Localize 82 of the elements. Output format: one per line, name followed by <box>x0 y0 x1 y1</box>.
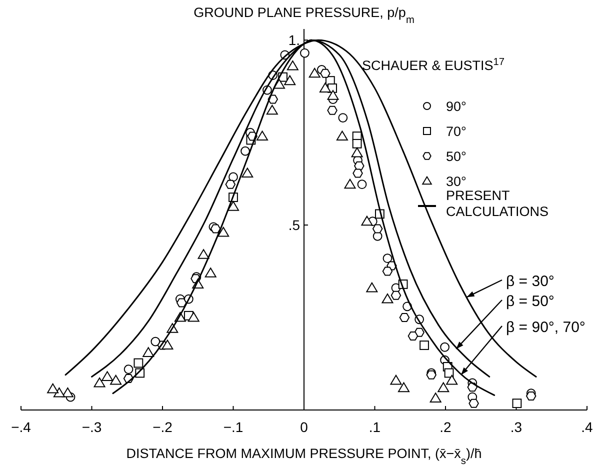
point <box>366 282 378 292</box>
point <box>210 224 221 234</box>
point <box>372 224 383 234</box>
point <box>382 293 394 304</box>
y-tick-label: .5 <box>288 217 300 234</box>
point <box>408 332 418 341</box>
point <box>286 60 298 70</box>
annotation: β = 90°, 70° <box>506 319 586 336</box>
point <box>336 130 348 141</box>
point <box>446 374 458 385</box>
point <box>361 216 373 226</box>
point <box>320 68 330 78</box>
x-tick-label: −.1 <box>223 419 244 435</box>
point <box>300 48 310 58</box>
point <box>526 391 536 400</box>
point <box>308 68 320 78</box>
point <box>225 180 236 189</box>
point <box>142 347 154 357</box>
point <box>440 342 450 352</box>
legend-label: 30° <box>446 174 466 189</box>
point <box>399 313 410 322</box>
point <box>344 178 356 189</box>
point <box>53 387 65 398</box>
legend-label: 90° <box>446 99 466 114</box>
point <box>198 249 210 259</box>
point <box>176 298 187 308</box>
point <box>398 382 410 392</box>
x-tick-label: −.2 <box>152 419 173 435</box>
point <box>124 364 134 374</box>
legend-title: SCHAUER & EUSTIS$^{17}$ <box>362 56 505 73</box>
point <box>228 201 239 211</box>
point <box>351 147 363 158</box>
x-tick-label: .2 <box>440 419 452 435</box>
point <box>188 312 200 322</box>
x-tick-label: 0 <box>300 419 308 435</box>
point <box>382 266 393 276</box>
point <box>273 78 285 89</box>
x-tick-label: −.4 <box>11 419 32 435</box>
point <box>390 290 402 300</box>
point <box>357 180 367 190</box>
y-axis-title: GROUND PLANE PRESSURE, p/p$_{m}$ <box>194 5 414 26</box>
point <box>256 130 268 141</box>
point <box>319 82 331 92</box>
annotation: β = 50° <box>506 293 554 310</box>
point <box>420 340 429 350</box>
legend-label: PRESENT CALCULATIONS <box>446 188 549 219</box>
point <box>266 104 278 115</box>
point <box>204 268 216 278</box>
point <box>47 383 59 394</box>
point <box>512 398 522 408</box>
point <box>94 377 106 388</box>
legend-label: 50° <box>446 149 466 164</box>
point <box>150 336 160 346</box>
point <box>338 113 348 122</box>
point <box>354 161 364 170</box>
point <box>327 106 338 115</box>
point <box>390 374 402 385</box>
point <box>134 358 144 368</box>
point <box>382 254 392 264</box>
x-tick-label: .4 <box>581 419 594 435</box>
point <box>468 398 479 408</box>
point <box>218 226 230 237</box>
y-tick-label: 1. <box>288 32 300 48</box>
x-tick-label: −.3 <box>82 419 102 435</box>
annotation: β = 30° <box>506 273 554 290</box>
point <box>327 90 339 100</box>
point <box>284 75 296 86</box>
point <box>240 146 250 156</box>
x-tick-label: .1 <box>368 419 381 435</box>
point <box>110 374 122 385</box>
point <box>102 371 114 381</box>
point <box>162 340 174 350</box>
point <box>352 168 363 178</box>
x-axis-title: DISTANCE FROM MAXIMUM PRESSURE POINT, (x̄−x̄$_{s}$)/h̄ <box>126 446 482 466</box>
point <box>62 387 74 398</box>
legend-label: 70° <box>446 124 466 139</box>
point <box>438 382 450 392</box>
point <box>242 168 254 178</box>
point <box>430 392 442 402</box>
x-tick-label: .3 <box>510 419 522 435</box>
point <box>228 172 238 182</box>
point <box>352 138 362 148</box>
